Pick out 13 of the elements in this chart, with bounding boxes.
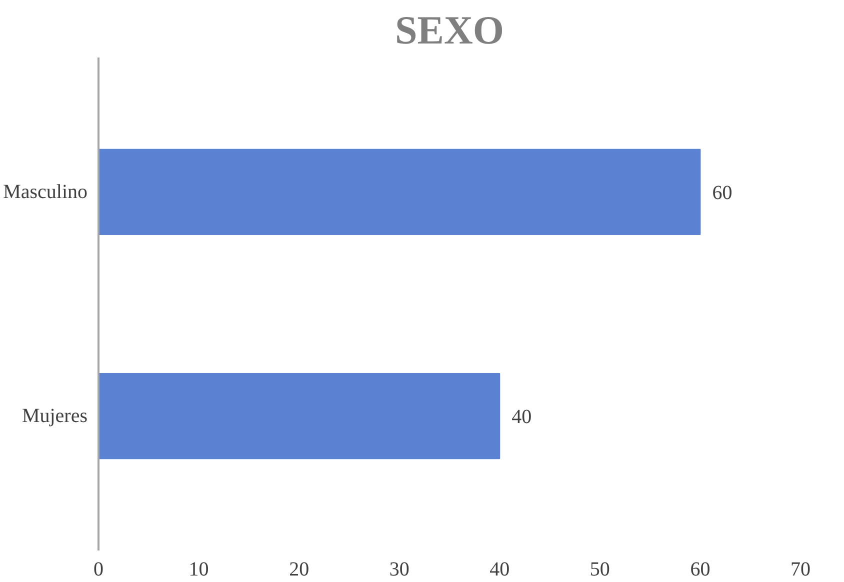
x-tick-label: 30: [389, 558, 410, 580]
x-tick-label: 40: [490, 558, 510, 580]
x-tick-label: 0: [94, 558, 104, 580]
data-label: 60: [712, 182, 732, 204]
y-tick-label: Mujeres: [22, 405, 88, 428]
x-tick-label: 60: [690, 558, 710, 580]
chart-title: SEXO: [395, 8, 504, 52]
data-label: 40: [512, 406, 532, 428]
y-tick-label: Masculino: [3, 180, 88, 203]
x-tick-label: 50: [590, 558, 610, 580]
x-tick-label: 70: [790, 558, 810, 580]
x-tick-label: 20: [289, 558, 310, 580]
x-tick-label: 10: [188, 558, 209, 580]
